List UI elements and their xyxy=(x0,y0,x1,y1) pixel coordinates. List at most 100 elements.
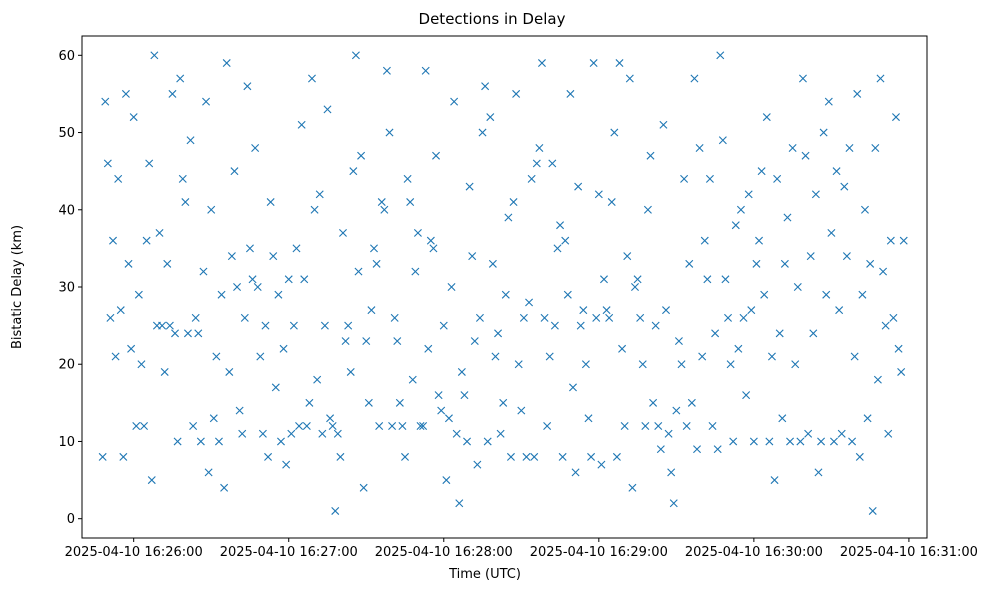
data-point-marker xyxy=(809,329,818,338)
data-point-marker xyxy=(447,283,456,291)
data-point-marker xyxy=(641,422,650,431)
data-point-marker xyxy=(245,244,254,253)
data-point-marker xyxy=(638,360,647,369)
data-point-marker xyxy=(282,460,291,469)
data-point-marker xyxy=(351,51,360,60)
data-point-marker xyxy=(649,398,658,407)
data-point-marker xyxy=(251,143,260,152)
data-point-marker xyxy=(491,352,500,361)
data-point-marker xyxy=(550,321,559,330)
data-point-marker xyxy=(481,82,490,91)
data-point-marker xyxy=(408,375,417,384)
data-point-marker xyxy=(470,337,479,346)
data-point-marker xyxy=(173,437,182,446)
data-point-marker xyxy=(773,174,782,183)
data-point-marker xyxy=(817,437,826,446)
data-point-marker xyxy=(791,360,800,369)
data-point-marker xyxy=(217,290,226,299)
data-point-marker xyxy=(103,159,112,168)
data-point-marker xyxy=(171,329,180,338)
data-point-marker xyxy=(509,198,518,207)
data-point-marker xyxy=(385,128,394,137)
data-point-marker xyxy=(344,321,353,330)
data-point-marker xyxy=(811,190,820,199)
y-tick-label: 40 xyxy=(58,203,75,218)
data-point-marker xyxy=(636,313,645,322)
data-point-marker xyxy=(571,468,580,477)
data-point-marker xyxy=(726,360,735,369)
data-point-marker xyxy=(318,429,327,438)
data-point-marker xyxy=(545,352,554,361)
data-point-marker xyxy=(207,205,216,214)
data-point-marker xyxy=(178,174,187,183)
data-point-marker xyxy=(199,267,208,276)
data-point-marker xyxy=(602,306,611,315)
data-point-marker xyxy=(522,452,531,461)
data-point-marker xyxy=(289,321,298,330)
data-point-marker xyxy=(827,228,836,237)
data-point-marker xyxy=(413,228,422,237)
data-point-marker xyxy=(483,437,492,446)
data-point-marker xyxy=(680,174,689,183)
data-point-marker xyxy=(535,143,544,152)
data-point-marker xyxy=(892,113,900,122)
data-point-marker xyxy=(341,337,350,346)
data-point-marker xyxy=(517,406,526,415)
x-tick-label: 2025-04-10 16:27:00 xyxy=(220,545,358,560)
data-point-marker xyxy=(858,290,867,299)
data-point-marker xyxy=(147,476,156,485)
data-point-marker xyxy=(305,398,314,407)
data-point-marker xyxy=(359,483,368,492)
data-point-marker xyxy=(525,298,534,307)
data-point-marker xyxy=(584,414,593,423)
data-point-marker xyxy=(504,213,513,222)
data-point-marker xyxy=(690,74,699,83)
data-point-marker xyxy=(214,437,223,446)
data-points xyxy=(98,51,908,515)
data-point-marker xyxy=(592,313,601,322)
data-point-marker xyxy=(832,167,841,176)
data-point-marker xyxy=(354,267,363,276)
x-tick-label: 2025-04-10 16:26:00 xyxy=(65,545,203,560)
data-point-marker xyxy=(297,120,306,129)
data-point-marker xyxy=(724,313,733,322)
data-point-marker xyxy=(519,313,528,322)
data-point-marker xyxy=(633,275,642,284)
data-point-marker xyxy=(284,275,293,284)
data-point-marker xyxy=(889,313,898,322)
data-point-marker xyxy=(685,259,694,268)
data-point-marker xyxy=(855,452,864,461)
data-point-marker xyxy=(264,452,273,461)
data-point-marker xyxy=(662,306,670,315)
data-point-marker xyxy=(742,391,751,400)
data-point-marker xyxy=(897,367,906,376)
data-point-marker xyxy=(879,267,888,276)
data-point-marker xyxy=(530,452,539,461)
data-point-marker xyxy=(439,321,448,330)
y-axis-label: Bistatic Delay (km) xyxy=(10,225,25,349)
data-point-marker xyxy=(163,259,172,268)
data-point-marker xyxy=(840,182,849,191)
data-point-marker xyxy=(568,383,577,392)
data-point-marker xyxy=(736,205,745,214)
data-point-marker xyxy=(778,414,787,423)
data-point-marker xyxy=(687,398,696,407)
data-point-marker xyxy=(212,352,221,361)
data-point-marker xyxy=(708,422,717,431)
data-point-marker xyxy=(765,437,774,446)
data-point-marker xyxy=(426,236,435,245)
data-point-marker xyxy=(473,460,482,469)
data-point-marker xyxy=(718,136,727,145)
data-point-marker xyxy=(315,190,324,199)
data-point-marker xyxy=(561,236,570,245)
data-point-marker xyxy=(610,128,619,137)
data-point-marker xyxy=(886,236,895,245)
data-point-marker xyxy=(444,414,453,423)
data-point-marker xyxy=(323,105,332,114)
data-point-marker xyxy=(209,414,218,423)
data-point-marker xyxy=(824,97,833,106)
data-point-marker xyxy=(191,313,200,322)
data-point-marker xyxy=(837,429,846,438)
data-point-marker xyxy=(703,275,712,284)
